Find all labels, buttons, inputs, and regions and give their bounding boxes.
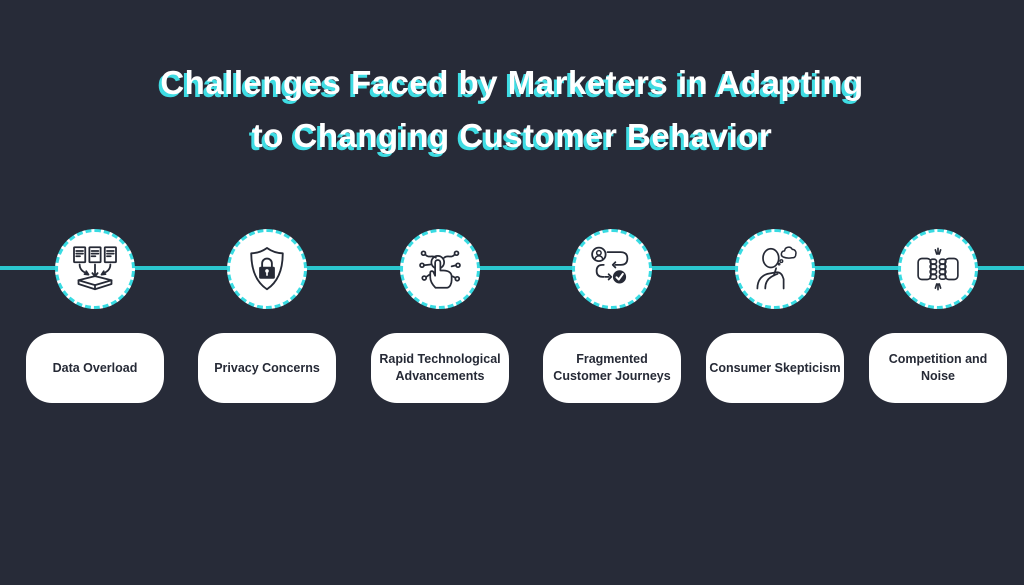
challenge-item-competition-noise: Competition and Noise <box>869 229 1007 403</box>
journey-flow-check-icon <box>591 246 629 284</box>
thinking-person-icon <box>756 246 797 290</box>
label-card: Privacy Concerns <box>198 333 336 403</box>
label-card: Fragmented Customer Journeys <box>543 333 681 403</box>
label-card: Competition and Noise <box>869 333 1007 403</box>
icon-circle <box>227 229 307 309</box>
challenge-label: Privacy Concerns <box>214 360 320 375</box>
label-card: Consumer Skepticism <box>706 333 844 403</box>
challenge-label-line1: Competition and <box>888 352 988 366</box>
challenge-item-privacy-concerns: Privacy Concerns <box>198 229 336 403</box>
fist-bump-icon <box>917 247 959 291</box>
challenge-label: Data Overload <box>52 360 138 375</box>
icon-circle <box>735 229 815 309</box>
challenge-label-line2: Advancements <box>395 369 485 383</box>
icon-circle <box>400 229 480 309</box>
tap-network-icon <box>419 250 461 289</box>
shield-lock-icon <box>250 247 284 291</box>
page-title-line2: to Changing Customer Behavior <box>251 117 773 154</box>
icon-circle <box>55 229 135 309</box>
icon-circle <box>898 229 978 309</box>
timeline-line <box>0 266 1024 270</box>
label-card: Data Overload <box>26 333 164 403</box>
page-title: Challenges Faced by Marketers in Adaptin… <box>0 56 1024 162</box>
label-card: Rapid Technological Advancements <box>371 333 509 403</box>
challenge-item-data-overload: Data Overload <box>26 229 164 403</box>
challenge-label-line1: Rapid Technological <box>379 352 501 366</box>
documents-into-box-icon <box>73 246 117 291</box>
challenge-label-line2: Noise <box>920 369 956 383</box>
challenge-item-consumer-skepticism: Consumer Skepticism <box>706 229 844 403</box>
challenge-label-line2: Customer Journeys <box>553 369 671 383</box>
challenge-label: Consumer Skepticism <box>709 360 841 375</box>
challenge-item-rapid-tech: Rapid Technological Advancements <box>371 229 509 403</box>
challenge-item-fragmented-journeys: Fragmented Customer Journeys <box>543 229 681 403</box>
icon-circle <box>572 229 652 309</box>
page-title-line1: Challenges Faced by Marketers in Adaptin… <box>160 64 864 101</box>
challenge-label-line1: Fragmented <box>576 352 648 366</box>
